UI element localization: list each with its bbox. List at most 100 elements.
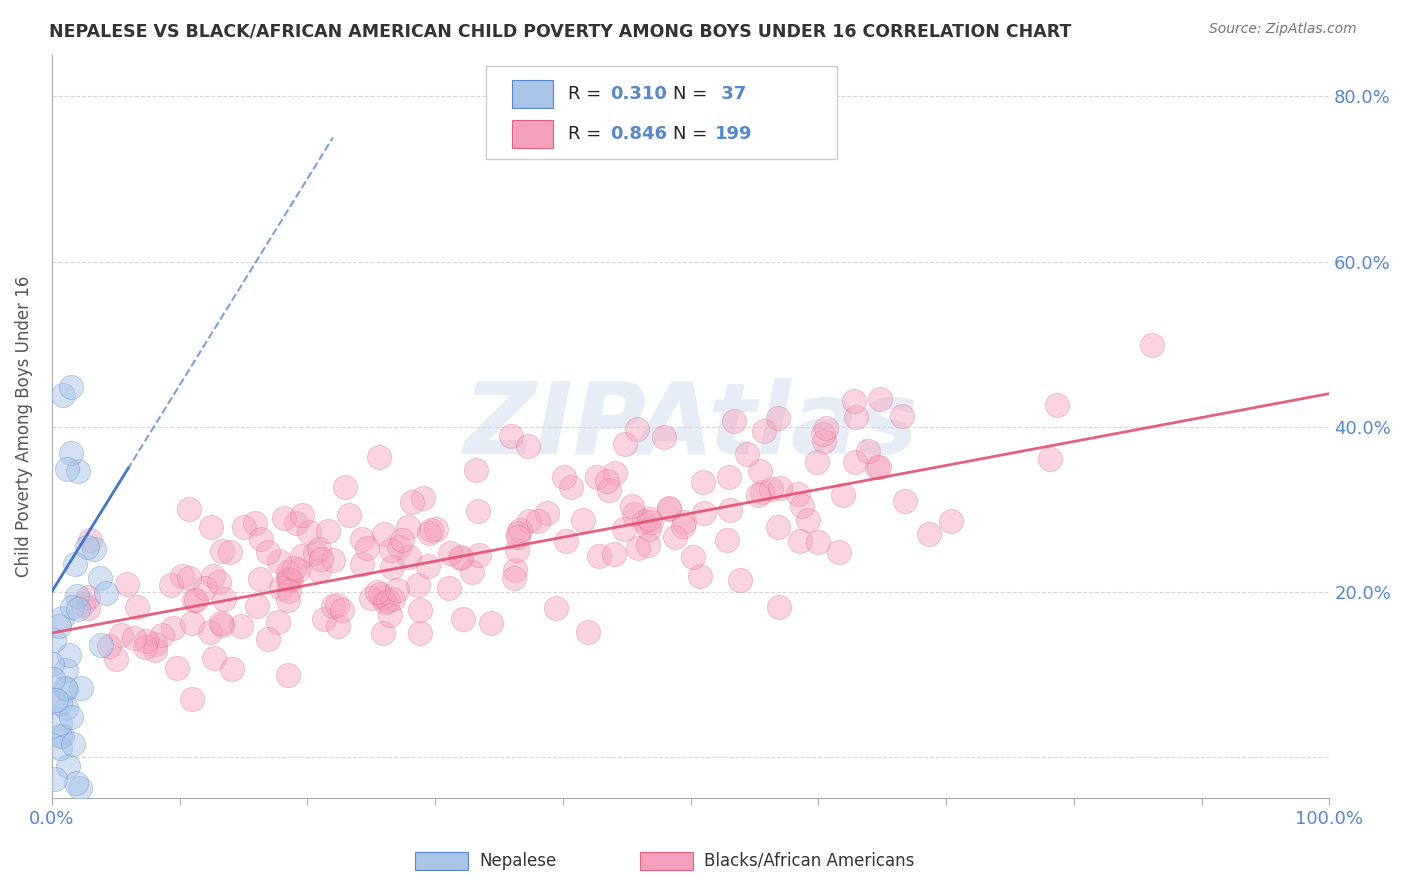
Point: [555, 533, 578, 548]
Point: [613, 522, 636, 536]
Point: [536, 507, 558, 521]
Point: [409, 603, 432, 617]
Text: ZIPAtlas: ZIPAtlas: [463, 378, 918, 475]
Point: [387, 583, 409, 598]
Point: [48, 619, 70, 633]
Text: Nepalese: Nepalese: [479, 852, 557, 870]
Point: [127, 599, 149, 614]
Point: [110, 627, 132, 641]
Point: [585, 470, 607, 484]
Point: [437, 581, 460, 595]
Point: [595, 475, 617, 489]
Point: [467, 504, 489, 518]
Point: [202, 651, 225, 665]
Point: [506, 543, 529, 558]
Point: [211, 618, 233, 632]
Point: [789, 534, 811, 549]
Point: [769, 481, 792, 495]
Point: [79, 533, 101, 548]
Point: [380, 543, 402, 558]
Point: [378, 608, 401, 623]
Point: [89, 571, 111, 585]
Point: [59, 710, 82, 724]
Point: [717, 469, 740, 483]
Point: [868, 460, 890, 475]
Point: [308, 541, 330, 556]
Point: [506, 526, 529, 541]
Point: [98, 639, 121, 653]
Point: [754, 424, 776, 438]
Point: [408, 626, 430, 640]
Point: [465, 463, 488, 477]
Point: [546, 600, 568, 615]
Point: [844, 455, 866, 469]
Text: Blacks/African Americans: Blacks/African Americans: [704, 852, 915, 870]
Point: [311, 551, 333, 566]
Point: [576, 625, 599, 640]
Point: [419, 523, 441, 537]
Point: [856, 444, 879, 458]
Point: [60, 600, 83, 615]
Point: [1039, 451, 1062, 466]
Point: [76, 540, 98, 554]
Point: [603, 467, 626, 481]
Point: [360, 591, 382, 606]
Point: [122, 632, 145, 646]
Point: [682, 549, 704, 564]
Point: [672, 515, 695, 529]
Text: 199: 199: [714, 125, 752, 143]
Point: [845, 409, 868, 424]
Point: [747, 488, 769, 502]
Point: [723, 414, 745, 428]
Point: [211, 544, 233, 558]
Point: [461, 565, 484, 579]
Point: [202, 569, 225, 583]
Text: 0.310: 0.310: [610, 85, 666, 103]
Point: [143, 643, 166, 657]
Point: [179, 571, 201, 585]
Point: [374, 595, 396, 609]
Point: [366, 585, 388, 599]
Point: [572, 513, 595, 527]
Point: [200, 519, 222, 533]
Point: [200, 625, 222, 640]
Point: [637, 539, 659, 553]
Point: [45, 693, 67, 707]
Point: [267, 615, 290, 629]
Point: [48, 740, 70, 755]
Point: [620, 500, 643, 514]
Point: [44, 772, 66, 787]
Point: [479, 615, 502, 630]
Point: [398, 550, 420, 565]
Point: [638, 512, 661, 526]
Point: [613, 437, 636, 451]
Point: [356, 541, 378, 555]
Point: [626, 422, 648, 436]
Point: [77, 601, 100, 615]
Point: [96, 585, 118, 599]
Point: [278, 583, 301, 598]
Point: [787, 487, 810, 501]
Point: [76, 590, 98, 604]
Point: [55, 663, 77, 677]
Point: [277, 565, 299, 579]
Point: [221, 662, 243, 676]
Point: [553, 469, 575, 483]
Point: [658, 501, 681, 516]
Point: [53, 681, 76, 695]
Point: [304, 546, 326, 560]
Point: [277, 572, 299, 586]
Point: [416, 559, 439, 574]
Point: [391, 533, 413, 547]
Point: [640, 515, 662, 529]
Point: [623, 508, 645, 522]
Point: [42, 633, 65, 648]
Point: [588, 549, 610, 563]
Text: R =: R =: [568, 125, 607, 143]
Point: [866, 460, 889, 475]
Point: [326, 599, 349, 613]
Point: [330, 603, 353, 617]
Point: [449, 551, 471, 566]
Point: [152, 627, 174, 641]
Point: [412, 491, 434, 505]
